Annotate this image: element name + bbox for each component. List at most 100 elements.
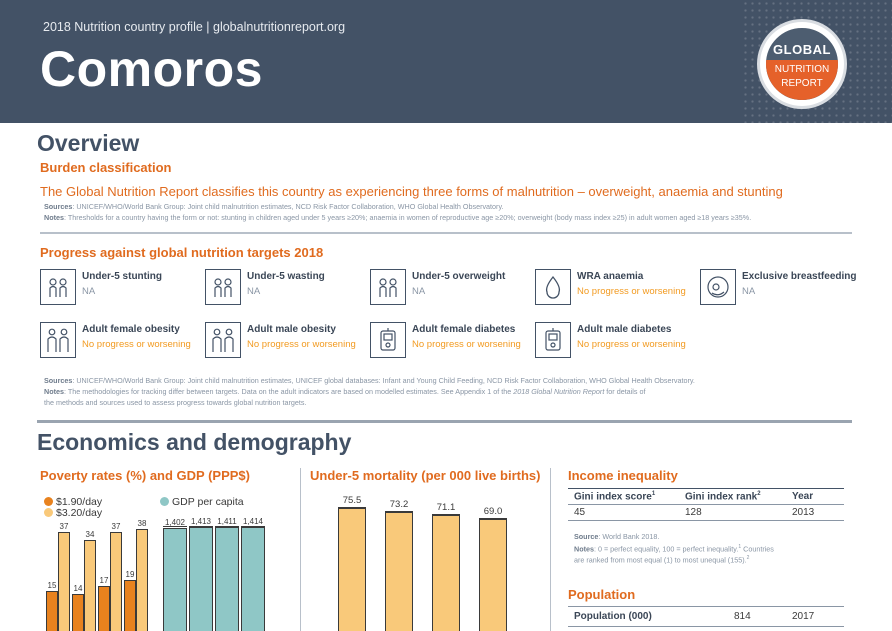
- indicator-status: No progress or worsening: [577, 339, 686, 350]
- poverty-320-bar: [84, 540, 96, 631]
- label-underline: [163, 526, 187, 527]
- indicator-name: Exclusive breastfeeding: [742, 271, 857, 282]
- bar-value-label: 19: [125, 570, 135, 580]
- burden-text: The Global Nutrition Report classifies t…: [40, 184, 783, 199]
- indicator-status: NA: [742, 286, 756, 297]
- bar-value-label: 17: [99, 575, 109, 585]
- table-cell: 45: [574, 507, 586, 518]
- adults-icon: [40, 322, 76, 358]
- mortality-bar: [479, 518, 507, 631]
- legend-swatch: [44, 497, 53, 506]
- legend-item: GDP per capita: [160, 496, 244, 508]
- poverty-190-bar: [124, 580, 136, 631]
- table-cell: 2017: [792, 611, 815, 622]
- burden-heading: Burden classification: [40, 160, 172, 175]
- column-divider: [550, 468, 551, 631]
- divider: [37, 420, 852, 423]
- label-underline: [479, 517, 507, 519]
- table-header: Population (000): [574, 611, 652, 622]
- poverty-320-bar: [136, 529, 148, 631]
- indicator-adult-male-diabetes: Adult male diabetes No progress or worsen…: [535, 322, 700, 358]
- population-heading: Population: [568, 587, 636, 602]
- legend-item: $1.90/day: [44, 496, 102, 508]
- mortality-chart-title: Under-5 mortality (per 000 live births): [310, 468, 541, 483]
- bar-value-label: 1,402: [164, 517, 186, 527]
- progress-notes: Notes: The methodologies for tracking di…: [44, 387, 646, 396]
- indicator-status: NA: [247, 286, 261, 297]
- table-header: Gini index score1: [574, 491, 656, 503]
- bar-value-label: 34: [85, 530, 95, 540]
- table-header: Gini index rank2: [685, 491, 761, 503]
- label-underline: [189, 526, 213, 527]
- mortality-bar: [338, 508, 366, 631]
- bar-value-label: 14: [73, 583, 83, 593]
- indicator-name: Under-5 overweight: [412, 271, 506, 282]
- blood-drop-icon: [535, 269, 571, 305]
- bar-value-label: 15: [47, 580, 57, 590]
- overview-notes: Notes: Thresholds for a country having t…: [44, 213, 752, 222]
- gdp-per-capita-bar: [241, 527, 265, 631]
- overview-sources: Sources: UNICEF/WHO/World Bank Group: Jo…: [44, 202, 504, 211]
- indicator-name: Adult female diabetes: [412, 324, 516, 335]
- indicator-under-5-overweight: Under-5 overweight NA: [370, 269, 535, 305]
- gdp-per-capita-bar: [163, 527, 187, 631]
- label-underline: [432, 514, 460, 516]
- indicator-status: No progress or worsening: [247, 339, 356, 350]
- label-underline: [241, 526, 265, 527]
- indicator-adult-female-diabetes: Adult female diabetes No progress or wors…: [370, 322, 535, 358]
- children-icon: [370, 269, 406, 305]
- breastfeeding-icon: [700, 269, 736, 305]
- logo-text-report: REPORT: [781, 78, 823, 89]
- legend-swatch: [44, 508, 53, 517]
- progress-sources: Sources: UNICEF/WHO/World Bank Group: Jo…: [44, 376, 695, 385]
- table-cell: 2013: [792, 507, 815, 518]
- indicator-under-5-stunting: Under-5 stunting NA: [40, 269, 205, 305]
- indicator-name: Adult male obesity: [247, 324, 336, 335]
- poverty-190-bar: [98, 585, 110, 631]
- bar-value-label: 37: [59, 522, 69, 532]
- indicator-adult-male-obesity: Adult male obesity No progress or worseni…: [205, 322, 370, 358]
- bar-value-label: 73.2: [389, 498, 409, 510]
- label-underline: [338, 507, 366, 508]
- poverty-chart-title: Poverty rates (%) and GDP (PPP$): [40, 468, 250, 483]
- poverty-190-bar: [72, 593, 84, 631]
- indicator-name: WRA anaemia: [577, 271, 644, 282]
- bar-value-label: 37: [111, 522, 121, 532]
- gdp-per-capita-bar: [215, 527, 239, 631]
- indicator-name: Under-5 stunting: [82, 271, 162, 282]
- bar-value-label: 71.1: [436, 502, 456, 514]
- table-cell: 814: [734, 611, 751, 622]
- legend-swatch: [160, 497, 169, 506]
- indicator-status: No progress or worsening: [82, 339, 191, 350]
- poverty-320-bar: [58, 532, 70, 631]
- indicator-status: NA: [412, 286, 426, 297]
- poverty-320-bar: [110, 532, 122, 631]
- adults-icon: [205, 322, 241, 358]
- inequality-notes: Notes: 0 = perfect equality, 100 = perfe…: [574, 544, 774, 554]
- poverty-190-bar: [46, 590, 58, 631]
- label-underline: [215, 526, 239, 527]
- legend-item: $3.20/day: [44, 507, 102, 519]
- economics-title: Economics and demography: [37, 429, 352, 455]
- logo-text-nutrition: NUTRITION: [774, 64, 830, 75]
- glucose-meter-icon: [535, 322, 571, 358]
- bar-value-label: 69.0: [483, 505, 503, 517]
- country-title: Comoros: [40, 41, 263, 97]
- indicator-status: NA: [82, 286, 96, 297]
- table-header: Year: [792, 491, 814, 502]
- bar-value-label: 1,414: [242, 517, 264, 526]
- global-nutrition-report-logo[interactable]: GLOBAL NUTRITION REPORT: [757, 19, 847, 109]
- table-cell: 128: [685, 507, 702, 518]
- header-banner: 2018 Nutrition country profile | globaln…: [0, 0, 892, 123]
- children-icon: [40, 269, 76, 305]
- indicator-name: Under-5 wasting: [247, 271, 325, 282]
- gdp-per-capita-bar: [189, 527, 213, 631]
- progress-heading: Progress against global nutrition target…: [40, 245, 324, 260]
- glucose-meter-icon: [370, 322, 406, 358]
- indicator-status: No progress or worsening: [577, 286, 686, 297]
- indicator-under-5-wasting: Under-5 wasting NA: [205, 269, 370, 305]
- indicator-exclusive-breastfeeding: Exclusive breastfeeding NA: [700, 269, 865, 305]
- report-subtitle: 2018 Nutrition country profile | globaln…: [43, 20, 346, 34]
- bar-value-label: 1,413: [190, 517, 212, 527]
- bar-value-label: 1,411: [217, 517, 237, 527]
